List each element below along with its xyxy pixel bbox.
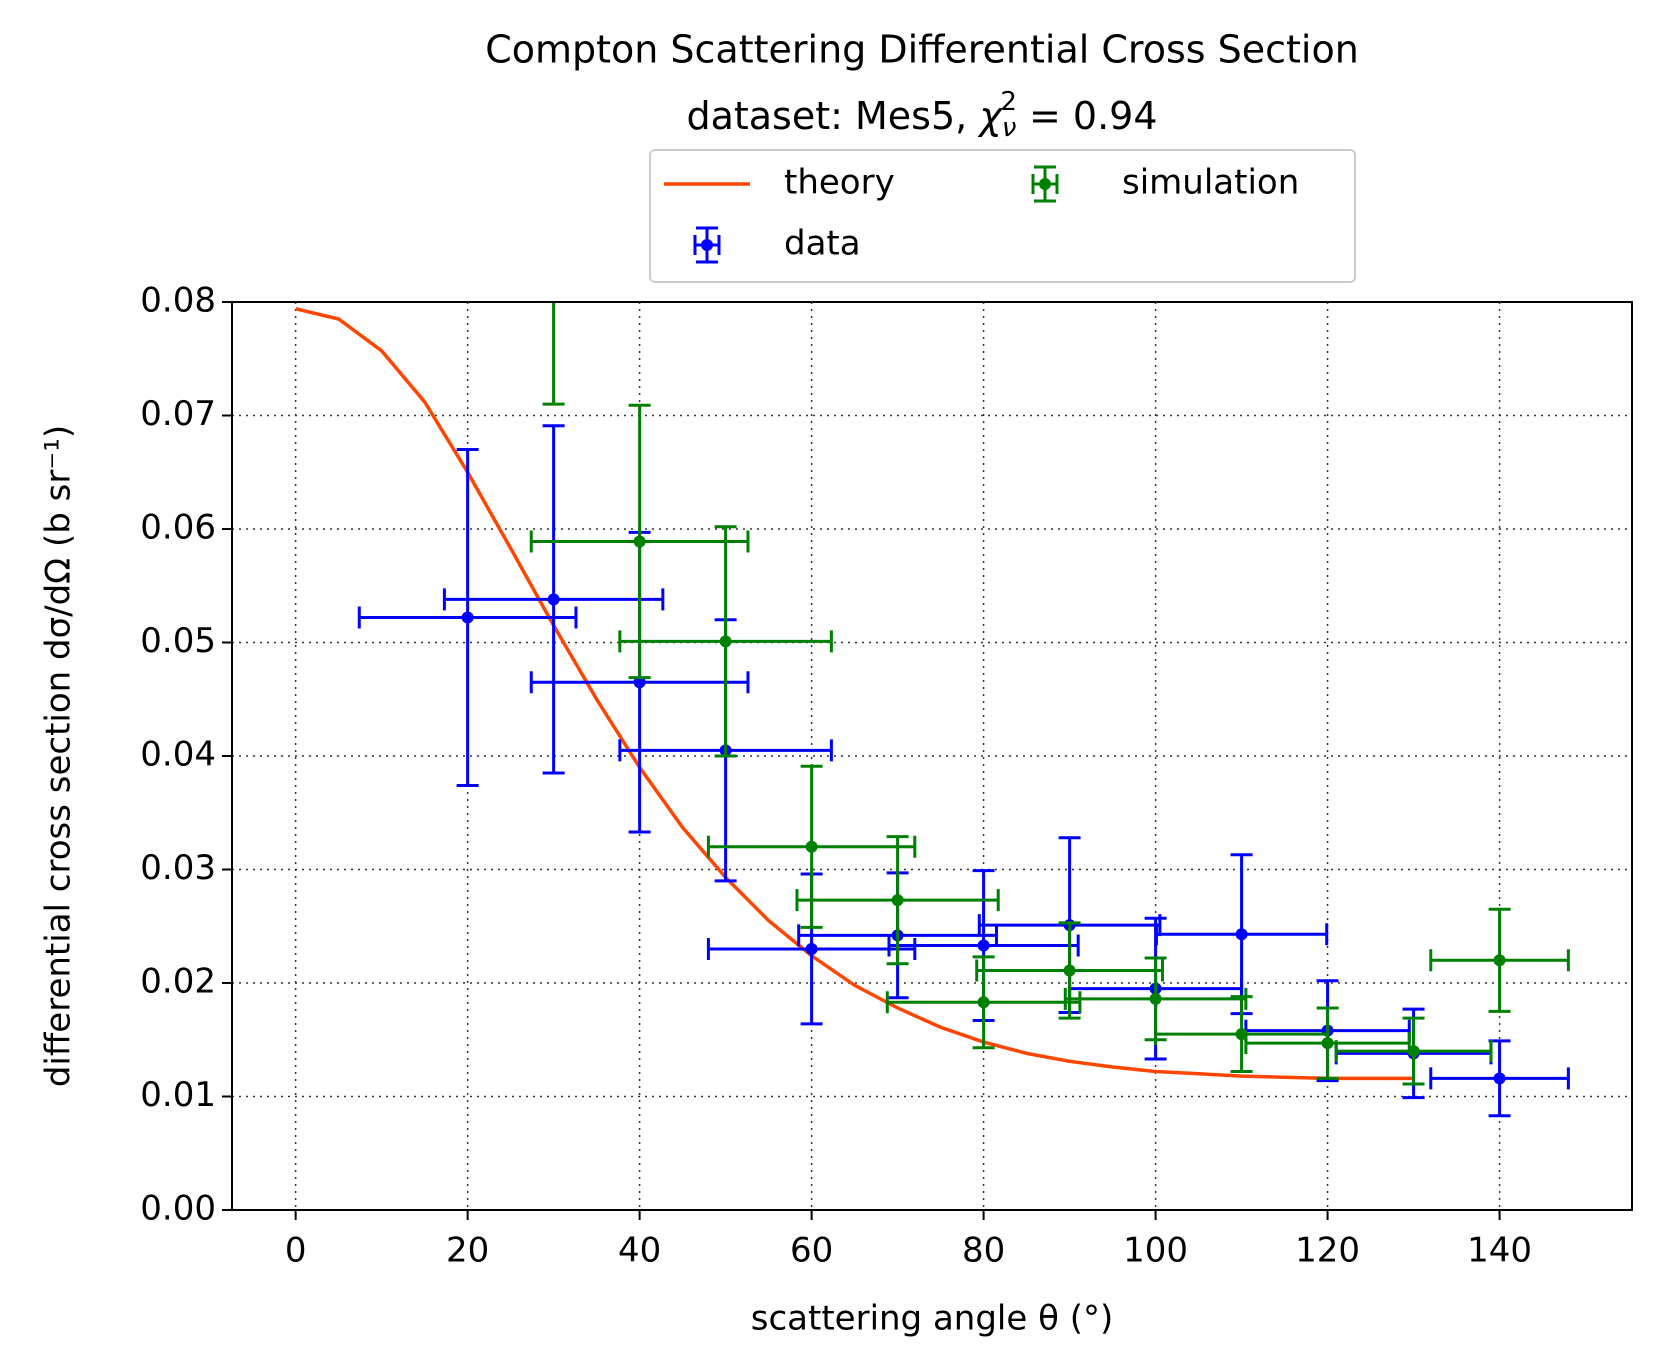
data-point (1321, 1037, 1334, 1050)
x-tick-label: 60 (790, 1231, 833, 1271)
data-point (1407, 1045, 1420, 1058)
plot-area (295, 302, 1570, 1118)
x-tick-label: 140 (1467, 1231, 1532, 1271)
legend-marker (701, 239, 713, 251)
data-point (633, 676, 646, 689)
legend-label: data (784, 224, 861, 264)
legend-label: theory (784, 163, 895, 203)
subtitle-part: ν (1002, 113, 1017, 143)
y-tick-label: 0.05 (140, 621, 216, 661)
subtitle-part: 2 (1000, 87, 1017, 117)
data-point (977, 939, 990, 952)
legend-item: theory (664, 163, 895, 203)
legend: theory data simulation (649, 149, 1356, 283)
chart-subtitle: dataset: Mes5, χν2 = 0.94 (686, 87, 1157, 143)
data-point (719, 635, 732, 648)
y-tick-label: 0.08 (140, 281, 216, 321)
y-tick-label: 0.01 (140, 1075, 216, 1115)
y-axis-label: differential cross section dσ/dΩ (b sr⁻¹… (39, 425, 79, 1087)
data-point (891, 894, 904, 907)
y-tick-label: 0.06 (140, 508, 216, 548)
subtitle-part: = 0.94 (1017, 94, 1158, 138)
legend-box (649, 149, 1356, 283)
data-point (805, 840, 818, 853)
y-tick-label: 0.00 (140, 1189, 216, 1229)
legend-marker (1039, 178, 1051, 190)
legend-label: simulation (1122, 163, 1299, 203)
y-error-bar (542, 302, 565, 406)
data-point (1235, 928, 1248, 941)
data-point (1063, 964, 1076, 977)
data-point (633, 535, 646, 548)
subtitle-part: dataset: Mes5, (686, 94, 979, 138)
x-tick-label: 20 (446, 1231, 489, 1271)
x-tick-label: 0 (285, 1231, 307, 1271)
data-point (461, 611, 474, 624)
y-tick-label: 0.07 (140, 394, 216, 434)
data-point (1149, 992, 1162, 1005)
x-axis-label: scattering angle θ (°) (751, 1299, 1113, 1339)
legend-item: data (693, 224, 861, 264)
data-point (547, 593, 560, 606)
y-tick-label: 0.02 (140, 962, 216, 1002)
data-point (977, 996, 990, 1009)
data-point (805, 942, 818, 955)
theory-line (295, 307, 1414, 1081)
x-tick-label: 120 (1295, 1231, 1360, 1271)
y-tick-label: 0.03 (140, 848, 216, 888)
chart-title: Compton Scattering Differential Cross Se… (485, 28, 1359, 72)
data-point (1493, 1072, 1506, 1085)
subtitle-part: χ (977, 94, 1003, 138)
x-tick-label: 40 (618, 1231, 661, 1271)
y-tick-label: 0.04 (140, 735, 216, 775)
x-tick-label: 80 (962, 1231, 1005, 1271)
x-tick-label: 100 (1123, 1231, 1188, 1271)
data-point (1493, 954, 1506, 967)
legend-item: simulation (1031, 163, 1299, 203)
